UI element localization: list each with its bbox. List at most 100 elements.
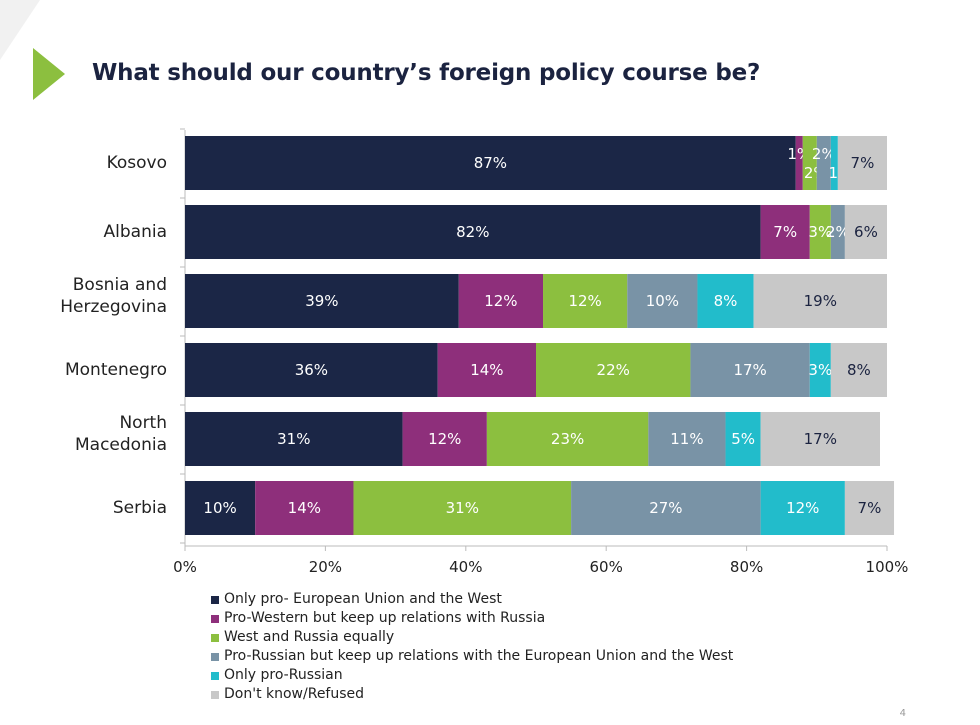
data-label: 31%	[446, 499, 479, 517]
bar-segment-kosovo-only-pro-russian	[830, 136, 838, 190]
bar-segment-montenegro-don-t-know-refused	[830, 343, 887, 397]
data-label: 17%	[733, 361, 766, 379]
bar-segment-north-macedonia-only-pro-russian	[725, 412, 761, 466]
bar-segment-kosovo-only-pro-european-union-	[185, 136, 796, 190]
x-tick-label: 20%	[309, 558, 342, 576]
data-label: 5%	[731, 430, 755, 448]
legend-swatch	[211, 671, 219, 680]
bar-segment-serbia-west-and-russia-equally	[353, 481, 572, 535]
data-label: 11%	[670, 430, 703, 448]
bar-segment-north-macedonia-pro-russian-but-keep-up-	[648, 412, 726, 466]
page-number: 4	[899, 708, 906, 719]
bar-segment-albania-don-t-know-refused	[844, 205, 887, 259]
data-label: 27%	[649, 499, 682, 517]
bar-segment-north-macedonia-don-t-know-refused	[760, 412, 880, 466]
bar-segment-serbia-pro-western-but-keep-up-	[255, 481, 354, 535]
bar-segment-bosnia-and-herzegovina-only-pro-european-union-	[185, 274, 459, 328]
stacked-bar-chart: 0%20%40%60%80%100%Kosovo87%1%2%2%1%7%Alb…	[60, 128, 909, 576]
legend-label: Pro-Russian but keep up relations with t…	[224, 648, 734, 664]
category-label: North Macedonia	[75, 413, 167, 455]
bar-segment-albania-pro-western-but-keep-up-	[760, 205, 810, 259]
bar-segment-north-macedonia-pro-western-but-keep-up-	[402, 412, 487, 466]
x-tick-label: 40%	[449, 558, 482, 576]
data-label: 10%	[646, 292, 679, 310]
legend-item: Only pro-Russian	[211, 666, 733, 685]
x-tick-label: 100%	[866, 558, 909, 576]
data-label: 7%	[858, 499, 882, 517]
bar-segment-kosovo-don-t-know-refused	[837, 136, 887, 190]
legend-swatch	[211, 690, 219, 699]
legend-swatch	[211, 633, 219, 642]
category-label: Albania	[104, 222, 167, 242]
data-label: 23%	[551, 430, 584, 448]
bar-segment-kosovo-pro-western-but-keep-up-	[795, 136, 803, 190]
legend-item: West and Russia equally	[211, 628, 733, 647]
legend-swatch	[211, 595, 219, 604]
data-label: 82%	[456, 223, 489, 241]
bar-segment-kosovo-west-and-russia-equally	[802, 136, 817, 190]
category-label: Serbia	[113, 498, 167, 518]
data-label: 8%	[714, 292, 738, 310]
bar-segment-kosovo-pro-russian-but-keep-up-	[816, 136, 831, 190]
data-label: 14%	[470, 361, 503, 379]
x-tick-label: 80%	[730, 558, 763, 576]
chart-title: What should our country’s foreign policy…	[92, 60, 761, 86]
legend-label: Only pro-Russian	[224, 667, 343, 683]
bar-segment-north-macedonia-west-and-russia-equally	[486, 412, 649, 466]
bar-segment-serbia-don-t-know-refused	[844, 481, 895, 535]
legend-item: Only pro- European Union and the West	[211, 590, 733, 609]
legend-label: Pro-Western but keep up relations with R…	[224, 610, 546, 626]
category-label: Kosovo	[107, 153, 167, 173]
data-label: 39%	[305, 292, 338, 310]
data-label: 2%	[826, 223, 850, 241]
data-label: 87%	[474, 154, 507, 172]
bar-segment-serbia-only-pro-european-union-	[185, 481, 256, 535]
bar-segment-montenegro-west-and-russia-equally	[536, 343, 691, 397]
data-label: 7%	[773, 223, 797, 241]
data-label: 31%	[277, 430, 310, 448]
title-arrow-icon	[33, 48, 65, 100]
data-label: 6%	[854, 223, 878, 241]
bar-segment-montenegro-only-pro-russian	[809, 343, 831, 397]
bar-segment-albania-only-pro-european-union-	[185, 205, 761, 259]
bar-segment-montenegro-pro-western-but-keep-up-	[437, 343, 536, 397]
bar-segment-bosnia-and-herzegovina-west-and-russia-equally	[543, 274, 628, 328]
data-label: 3%	[808, 223, 832, 241]
bar-segment-albania-west-and-russia-equally	[809, 205, 831, 259]
data-label: 12%	[484, 292, 517, 310]
x-tick-label: 0%	[173, 558, 197, 576]
data-label: 36%	[295, 361, 328, 379]
legend-item: Pro-Western but keep up relations with R…	[211, 609, 733, 628]
bar-segment-serbia-pro-russian-but-keep-up-	[571, 481, 761, 535]
bar-segment-north-macedonia-only-pro-european-union-	[185, 412, 403, 466]
legend-swatch	[211, 614, 219, 623]
data-label: 14%	[288, 499, 321, 517]
data-label: 7%	[851, 154, 875, 172]
category-label: Montenegro	[65, 360, 167, 380]
bar-segment-serbia-only-pro-russian	[760, 481, 845, 535]
data-label: 12%	[786, 499, 819, 517]
data-label: 19%	[804, 292, 837, 310]
bar-segment-bosnia-and-herzegovina-pro-western-but-keep-up-	[458, 274, 544, 328]
bar-segment-montenegro-pro-russian-but-keep-up-	[690, 343, 810, 397]
bar-segment-bosnia-and-herzegovina-don-t-know-refused	[753, 274, 887, 328]
x-tick-label: 60%	[590, 558, 623, 576]
legend-item: Don't know/Refused	[211, 685, 733, 704]
data-label: 17%	[804, 430, 837, 448]
legend-label: West and Russia equally	[224, 629, 395, 645]
bar-segment-montenegro-only-pro-european-union-	[185, 343, 438, 397]
data-label: 10%	[203, 499, 236, 517]
data-label: 8%	[847, 361, 871, 379]
data-label: 22%	[597, 361, 630, 379]
legend-swatch	[211, 652, 219, 661]
legend-label: Only pro- European Union and the West	[224, 591, 502, 607]
data-label: 12%	[428, 430, 461, 448]
chart-legend: Only pro- European Union and the West Pro…	[211, 590, 733, 704]
data-label: 2%	[812, 145, 836, 163]
bar-segment-bosnia-and-herzegovina-only-pro-russian	[697, 274, 754, 328]
category-label: Bosnia and Herzegovina	[60, 275, 167, 317]
legend-item: Pro-Russian but keep up relations with t…	[211, 647, 733, 666]
data-label: 12%	[568, 292, 601, 310]
bar-segment-albania-pro-russian-but-keep-up-	[830, 205, 845, 259]
bar-segment-bosnia-and-herzegovina-pro-russian-but-keep-up-	[627, 274, 698, 328]
